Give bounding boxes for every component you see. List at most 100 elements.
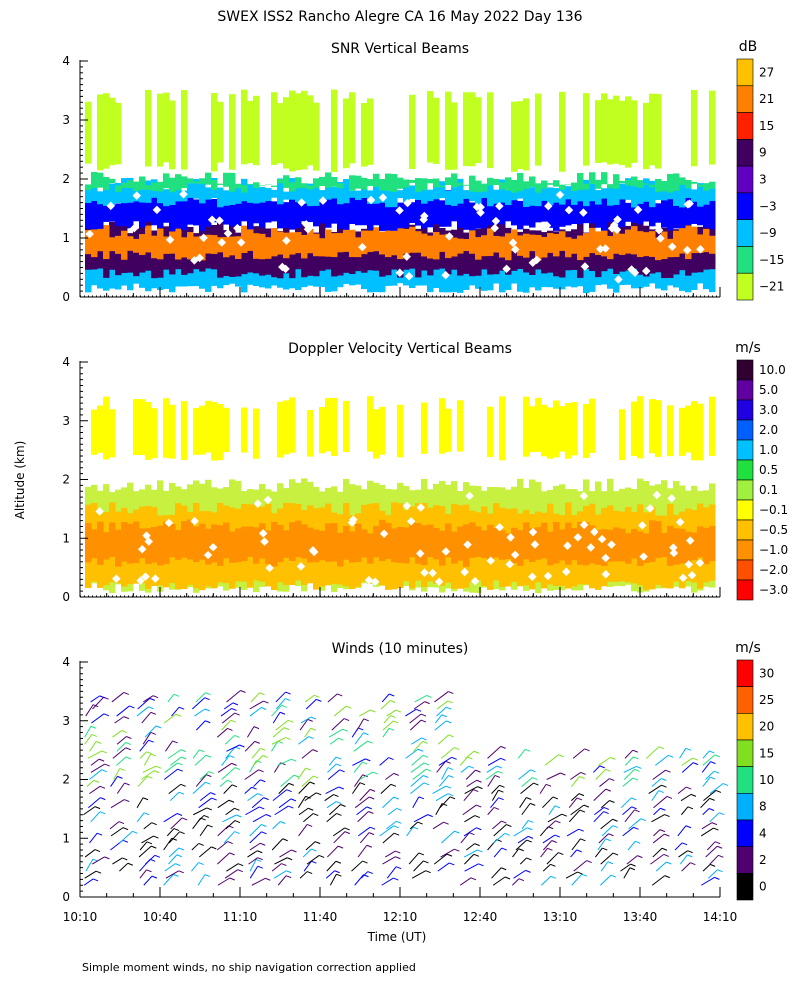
wind-barb-flag (663, 853, 669, 857)
gap-cell (215, 216, 224, 225)
wind-barb-flag (104, 856, 110, 860)
echo-cell (253, 408, 260, 459)
wind-barb (512, 878, 520, 886)
gap-cell (639, 552, 648, 561)
wind-barb-flag (447, 793, 454, 797)
wind-barb-flag (173, 873, 179, 877)
wind-barb-flag (422, 740, 428, 744)
echo-cell (343, 98, 350, 169)
echo-cell (481, 183, 488, 192)
wind-barb-flag (666, 861, 672, 865)
wind-barb-flag (420, 713, 427, 717)
wind-barb-flag (177, 768, 183, 772)
wind-barb-flag (257, 857, 263, 861)
echo-cell (523, 522, 530, 560)
gap-cell (420, 568, 429, 577)
wind-barb-flag (448, 734, 454, 738)
wind-barb-flag (658, 790, 664, 794)
echo-cell (619, 233, 626, 255)
wind-barb-flag (576, 797, 583, 801)
echo-cell (457, 182, 464, 186)
echo-cell (415, 186, 422, 201)
wind-barb (325, 786, 340, 795)
echo-cell (379, 194, 386, 231)
echo-cell (169, 404, 176, 459)
echo-cell (469, 175, 476, 192)
wind-barb (546, 820, 556, 830)
echo-cell (175, 189, 182, 202)
wind-barb (600, 861, 609, 872)
wind-barb-flag (446, 720, 452, 724)
wind-barb-flag (339, 769, 345, 773)
echo-cell (709, 525, 716, 562)
wind-barb (487, 807, 495, 816)
echo-cell (289, 397, 296, 453)
wind-barb-flag (281, 704, 287, 708)
wind-barb (221, 712, 235, 724)
echo-cell (487, 524, 494, 560)
wind-barb-flag (312, 749, 318, 753)
echo-cell (505, 177, 512, 191)
wind-barb (413, 860, 424, 872)
wind-barb (136, 797, 144, 808)
echo-cell (499, 236, 506, 258)
echo-cell (493, 528, 500, 558)
echo-cell (427, 178, 434, 184)
x-tick-label: 10:40 (143, 910, 178, 924)
echo-cell (151, 526, 158, 563)
echo-cell (349, 192, 356, 224)
gap-cell (217, 238, 227, 247)
echo-cell (637, 262, 644, 289)
echo-cell (307, 185, 314, 190)
wind-barb (465, 769, 476, 780)
wind-barb (271, 863, 282, 872)
echo-cell (691, 189, 698, 202)
wind-barb (410, 775, 424, 787)
echo-cell (661, 196, 668, 228)
wind-barb (436, 706, 447, 717)
wind-barb (570, 772, 581, 780)
echo-cell (541, 188, 548, 201)
x-tick-label: 13:40 (623, 910, 658, 924)
gap-cell (297, 198, 306, 207)
echo-cell (535, 258, 542, 291)
echo-cell (439, 185, 446, 188)
echo-cell (511, 186, 518, 201)
echo-cell (235, 183, 242, 189)
wind-barb (386, 709, 397, 717)
wind-barb-flag (692, 757, 698, 761)
wind-barb-flag (180, 783, 186, 787)
wind-barb-flag (146, 751, 152, 755)
echo-cell (133, 239, 140, 253)
wind-barb-flag (100, 797, 106, 801)
gap-cell (236, 238, 246, 247)
echo-cell (391, 528, 398, 563)
wind-barb (244, 741, 256, 752)
wind-barb-flag (609, 778, 615, 782)
colorbar-label: 2.0 (759, 423, 778, 437)
wind-barb (700, 798, 711, 809)
wind-barb-flag (498, 789, 504, 793)
wind-barb-flag (153, 770, 160, 774)
colorbar-swatch (736, 399, 754, 421)
wind-barb (298, 736, 309, 745)
gap-cell (506, 533, 515, 542)
gap-cell (645, 504, 655, 513)
wind-barb-flag (526, 839, 532, 843)
wind-barb (413, 741, 423, 752)
wind-barb-flag (581, 873, 588, 877)
wind-barb (303, 813, 314, 823)
echo-cell (241, 185, 248, 193)
wind-barb-flag (211, 846, 217, 850)
gap-cell (263, 495, 273, 505)
wind-barb (223, 831, 235, 844)
wind-barb (163, 813, 178, 823)
wind-barb-flag (474, 843, 480, 847)
wind-barb (139, 841, 148, 851)
echo-cell (613, 527, 620, 562)
echo-cell (109, 178, 116, 183)
gap-cell (590, 527, 599, 537)
echo-cell (397, 190, 404, 199)
wind-barb-flag (494, 775, 501, 778)
echo-cell (331, 397, 338, 457)
